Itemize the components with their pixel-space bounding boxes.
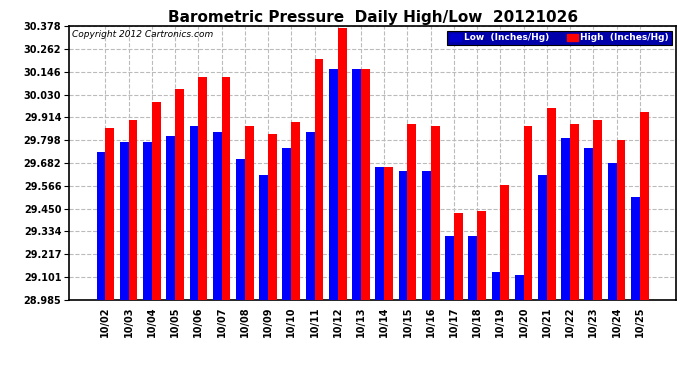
Bar [361,69,370,300]
Bar [213,132,221,300]
Bar [631,197,640,300]
Bar [291,122,300,300]
Bar [524,126,533,300]
Bar [384,167,393,300]
Bar [282,148,291,300]
Bar [152,102,161,300]
Bar [190,126,198,300]
Bar [593,120,602,300]
Bar [640,112,649,300]
Bar [128,120,137,300]
Bar [617,140,625,300]
Bar [245,126,254,300]
Bar [408,124,416,300]
Legend: Low  (Inches/Hg), High  (Inches/Hg): Low (Inches/Hg), High (Inches/Hg) [447,31,671,45]
Bar [221,77,230,300]
Title: Barometric Pressure  Daily High/Low  20121026: Barometric Pressure Daily High/Low 20121… [168,10,578,25]
Bar [538,175,547,300]
Bar [268,134,277,300]
Bar [445,236,454,300]
Bar [422,171,431,300]
Bar [561,138,570,300]
Bar [259,175,268,300]
Bar [584,148,593,300]
Bar [106,128,115,300]
Bar [399,171,408,300]
Bar [329,69,337,300]
Bar [500,185,509,300]
Bar [236,159,245,300]
Bar [469,236,477,300]
Bar [166,136,175,300]
Bar [143,142,152,300]
Bar [337,28,346,300]
Bar [477,211,486,300]
Bar [306,132,315,300]
Bar [175,89,184,300]
Bar [315,59,324,300]
Bar [491,272,500,300]
Bar [454,213,463,300]
Bar [352,69,361,300]
Bar [570,124,579,300]
Bar [431,126,440,300]
Bar [515,275,524,300]
Bar [375,167,384,300]
Bar [97,152,106,300]
Text: Copyright 2012 Cartronics.com: Copyright 2012 Cartronics.com [72,30,213,39]
Bar [198,77,207,300]
Bar [608,164,617,300]
Bar [120,142,128,300]
Bar [547,108,555,300]
